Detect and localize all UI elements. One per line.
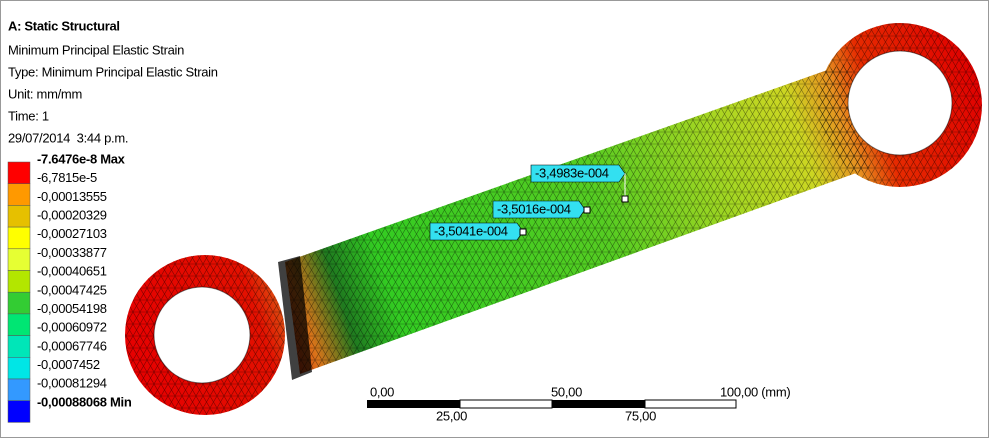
legend-swatch [8,184,30,206]
legend-label: -6,7815e-5 [37,170,97,185]
legend-swatch [8,292,30,314]
legend-swatch [8,227,30,249]
model [125,23,982,415]
header-line: Time: 1 [8,108,49,123]
legend-label: -0,00054198 [37,301,107,316]
legend-swatch [8,357,30,379]
legend-swatch [8,314,30,336]
legend-label: -0,00060972 [37,320,107,335]
legend-label: -0,0007452 [37,357,100,372]
scale-label: 75,00 [625,408,656,423]
legend-swatch [8,336,30,358]
legend-swatch [8,379,30,401]
header-line: 29/07/2014 3:44 p.m. [8,130,128,145]
scale-label: 50,00 [551,384,582,399]
legend-label: -0,00033877 [37,245,107,260]
scale-label: 0,00 [370,384,394,399]
legend-label: -0,00027103 [37,226,107,241]
legend-label: -0,00067746 [37,338,107,353]
legend-label: -0,00081294 [37,376,107,391]
probe-label: -3,4983e-004 [535,165,609,180]
scale-bar: 0,00 50,00 100,00 (mm) 25,00 75,00 [367,384,790,423]
viewport: -3,4983e-004 -3,5016e-004 -3,5041e-004 0,0… [0,0,990,438]
legend-label: -0,00040651 [37,264,107,279]
header: Minimum Principal Elastic Strain Type: Mi… [8,42,218,145]
probe-point [622,196,628,202]
legend-label: -7.6476e-8 Max [37,151,126,166]
legend-label: -0,00013555 [37,189,107,204]
legend: -7.6476e-8 Max -6,7815e-5 -0,00013555 -0,00… [8,151,132,422]
scale-label: 100,00 (mm) [720,384,790,399]
legend-swatch [8,271,30,293]
probe-label: -3,5016e-004 [497,201,571,216]
legend-swatch [8,401,30,423]
header-line: Minimum Principal Elastic Strain [8,42,184,57]
legend-swatch [8,249,30,271]
title: A: Static Structural [8,18,120,33]
header-line: Unit: mm/mm [8,86,82,101]
legend-swatch [8,205,30,227]
probe-label: -3,5041e-004 [434,223,508,238]
probe-point [520,229,526,235]
legend-label: -0,00047425 [37,282,107,297]
legend-label: -0,00020329 [37,208,107,223]
scale-label: 25,00 [436,408,467,423]
legend-swatch [8,162,30,184]
probe-point [584,207,590,213]
legend-label: -0,00088068 Min [37,394,132,409]
header-line: Type: Minimum Principal Elastic Strain [8,64,218,79]
